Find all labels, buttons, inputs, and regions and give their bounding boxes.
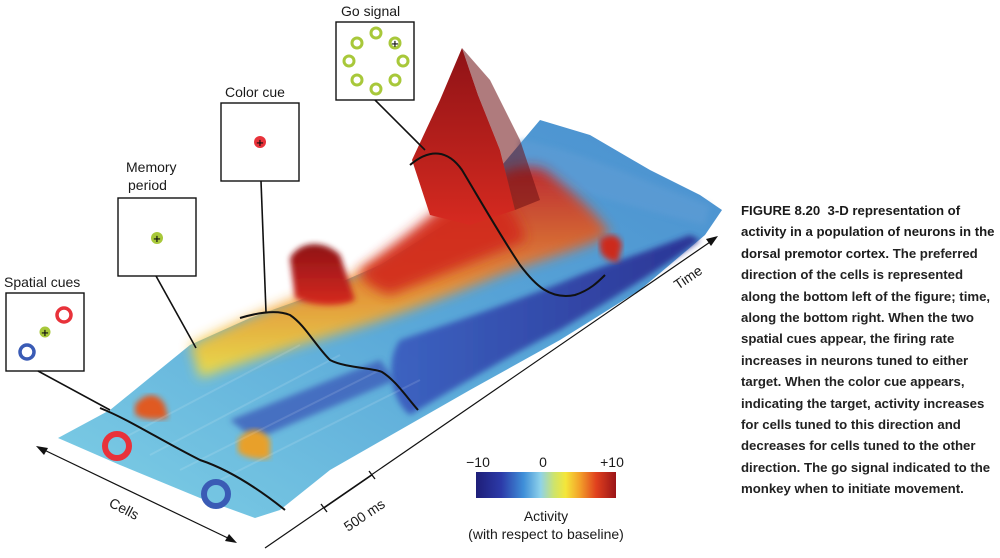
surface-peak — [412, 48, 515, 225]
figure-caption: FIGURE 8.20 3-D representation of activi… — [741, 200, 996, 500]
caption-label: FIGURE 8.20 — [741, 203, 821, 218]
colorbar-title: Activity — [524, 508, 568, 524]
panel-memory-period: Memory period + — [117, 159, 197, 349]
svg-text:+: + — [41, 328, 49, 339]
panel-go-signal: Go signal + — [335, 3, 426, 151]
label-color-cue: Color cue — [225, 84, 285, 100]
red-target-ring — [102, 431, 132, 461]
surface-valley — [391, 235, 700, 415]
trace-upper — [239, 311, 419, 411]
fixation-point-icon — [151, 232, 163, 244]
fixation-point-icon — [39, 326, 51, 338]
label-cells: Cells — [107, 494, 142, 522]
trace-main — [409, 152, 606, 297]
trace-lower — [99, 407, 286, 511]
panel-spatial-cues: Spatial cues + — [4, 274, 111, 411]
color-cue-icon — [254, 136, 266, 148]
label-scale-bar: 500 ms — [341, 496, 388, 535]
colorbar-min-label: −10 — [466, 454, 490, 470]
caption-title: 3-D representation of activity in a popu… — [741, 203, 995, 261]
activity-surface — [58, 48, 722, 518]
svg-text:+: + — [256, 138, 264, 149]
go-signal-target-ring-icons — [342, 26, 410, 96]
svg-text:+: + — [391, 39, 399, 50]
svg-text:+: + — [153, 234, 161, 245]
time-scale-bar: 500 ms — [320, 470, 388, 535]
blue-target-icon — [18, 343, 36, 361]
colorbar-mid-label: 0 — [539, 454, 547, 470]
label-spatial-cues: Spatial cues — [4, 274, 80, 290]
red-target-icon — [55, 306, 73, 324]
colorbar-subtitle: (with respect to baseline) — [468, 526, 624, 542]
panel-color-cue: Color cue + — [220, 84, 300, 313]
label-memory-line2: period — [128, 177, 167, 193]
colorbar-max-label: +10 — [600, 454, 624, 470]
label-go-signal: Go signal — [341, 3, 400, 19]
label-time: Time — [671, 262, 705, 292]
colorbar-gradient — [476, 472, 616, 498]
colorbar: −10 0 +10 Activity (with respect to base… — [466, 454, 624, 542]
label-memory-line1: Memory — [126, 159, 177, 175]
caption-body: The preferred direction of the cells is … — [741, 245, 991, 497]
blue-target-ring — [201, 479, 231, 509]
